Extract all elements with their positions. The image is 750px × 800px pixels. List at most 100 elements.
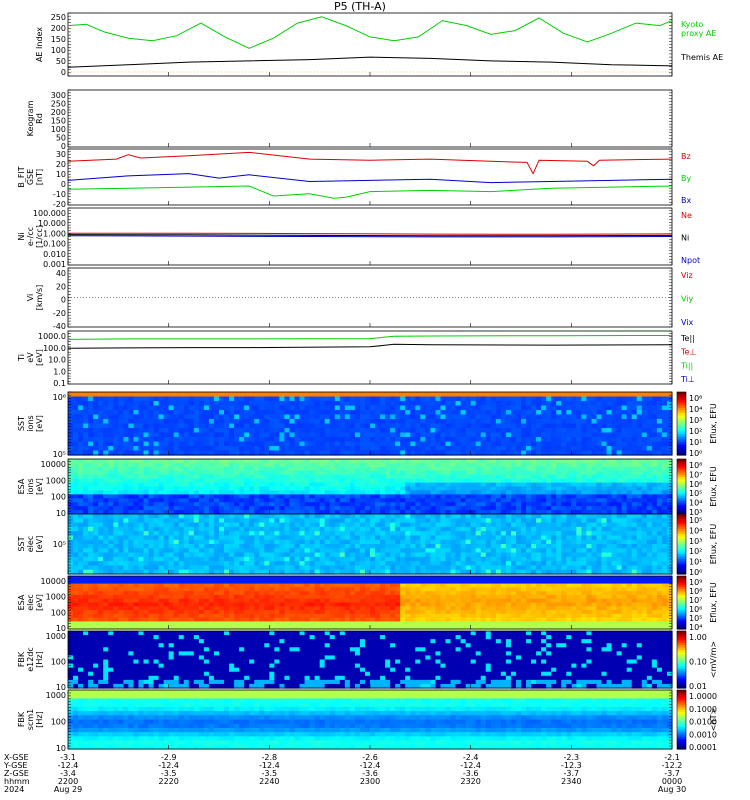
heatmap-cell xyxy=(78,552,84,558)
heatmap-cell xyxy=(324,510,331,515)
heatmap-cell xyxy=(661,437,668,443)
heatmap-cell xyxy=(203,459,210,464)
heatmap-cell xyxy=(526,441,532,447)
heatmap-cell xyxy=(279,450,286,456)
colorbar-cell xyxy=(677,426,686,430)
heatmap-cell xyxy=(244,544,250,549)
heatmap-cell xyxy=(213,548,220,554)
heatmap-cell xyxy=(249,419,255,425)
heatmap-cell xyxy=(163,565,170,571)
heatmap-cell xyxy=(465,410,472,416)
heatmap-cell xyxy=(219,478,225,484)
heatmap-cell xyxy=(168,423,175,429)
heatmap-cell xyxy=(168,506,175,511)
heatmap-cell xyxy=(571,466,577,472)
heatmap-cell xyxy=(173,531,180,537)
heatmap-cell xyxy=(244,514,250,519)
heatmap-cell xyxy=(143,437,150,443)
heatmap-cell xyxy=(234,466,240,472)
heatmap-cell xyxy=(359,514,366,519)
heatmap-cell xyxy=(319,544,326,549)
heatmap-cell xyxy=(430,474,437,480)
heatmap-cell xyxy=(213,474,220,480)
heatmap-cell xyxy=(425,531,431,537)
heatmap-cell xyxy=(455,401,462,407)
heatmap-cell xyxy=(304,490,311,495)
heatmap-cell xyxy=(319,401,326,407)
heatmap-cell xyxy=(556,423,562,429)
heatmap-cell xyxy=(73,414,79,420)
heatmap-cell xyxy=(440,531,447,537)
heatmap-cell xyxy=(430,522,437,528)
y-tick-label: 50 xyxy=(56,134,66,143)
heatmap-cell xyxy=(188,446,195,452)
heatmap-cell xyxy=(68,459,74,464)
heatmap-cell xyxy=(193,569,200,575)
heatmap-cell xyxy=(571,486,577,492)
heatmap-cell xyxy=(450,405,457,411)
heatmap-cell xyxy=(98,502,104,507)
heatmap-cell xyxy=(380,535,386,541)
heatmap-cell xyxy=(646,510,653,515)
heatmap-cell xyxy=(103,522,109,528)
heatmap-cell xyxy=(148,544,155,549)
legend-entry: Viz xyxy=(681,271,693,280)
heatmap-cell xyxy=(480,482,487,488)
heatmap-cell xyxy=(158,506,165,511)
heatmap-cell xyxy=(556,498,562,503)
heatmap-cell xyxy=(566,396,572,402)
heatmap-cell xyxy=(234,552,240,558)
heatmap-cell xyxy=(546,466,552,472)
heatmap-cell xyxy=(541,410,547,416)
heatmap-cell xyxy=(274,437,280,443)
heatmap-cell xyxy=(269,526,275,532)
heatmap-cell xyxy=(646,478,653,484)
heatmap-cell xyxy=(108,506,114,511)
heatmap-cell xyxy=(395,428,401,434)
heatmap-cell xyxy=(556,486,562,492)
heatmap-cell xyxy=(118,556,124,562)
heatmap-cell xyxy=(173,510,180,515)
heatmap-cell xyxy=(380,446,386,452)
heatmap-cell xyxy=(319,498,326,503)
heatmap-cell xyxy=(264,552,270,558)
heatmap-cell xyxy=(450,419,457,425)
heatmap-cell xyxy=(480,446,487,452)
heatmap-cell xyxy=(234,437,240,443)
heatmap-cell xyxy=(601,462,608,468)
heatmap-cell xyxy=(219,494,225,499)
heatmap-cell xyxy=(168,561,175,567)
heatmap-cell xyxy=(490,410,497,416)
heatmap-cell xyxy=(163,474,170,480)
heatmap-cell xyxy=(178,531,185,537)
heatmap-cell xyxy=(294,556,301,562)
heatmap-cell xyxy=(279,548,286,554)
heatmap-cell xyxy=(450,432,457,438)
heatmap-cell xyxy=(163,544,170,549)
heatmap-cell xyxy=(415,462,421,468)
heatmap-cell xyxy=(495,441,502,447)
heatmap-cell xyxy=(445,478,452,484)
heatmap-cell xyxy=(168,490,175,495)
heatmap-cell xyxy=(73,502,79,507)
heatmap-cell xyxy=(68,556,74,562)
heatmap-cell xyxy=(274,490,280,495)
heatmap-cell xyxy=(500,490,507,495)
heatmap-cell xyxy=(284,462,291,468)
heatmap-cell xyxy=(329,569,336,575)
heatmap-cell xyxy=(420,428,426,434)
heatmap-cell xyxy=(68,522,74,528)
heatmap-cell xyxy=(78,423,84,429)
heatmap-cell xyxy=(571,419,577,425)
heatmap-cell xyxy=(118,423,124,429)
heatmap-cell xyxy=(269,498,275,503)
heatmap-cell xyxy=(400,419,406,425)
heatmap-cell xyxy=(269,548,275,554)
heatmap-cell xyxy=(546,478,552,484)
heatmap-cell xyxy=(93,531,99,537)
heatmap-cell xyxy=(405,432,411,438)
heatmap-cell xyxy=(254,446,260,452)
heatmap-cell xyxy=(400,396,406,402)
heatmap-cell xyxy=(188,502,195,507)
heatmap-cell xyxy=(208,518,215,524)
